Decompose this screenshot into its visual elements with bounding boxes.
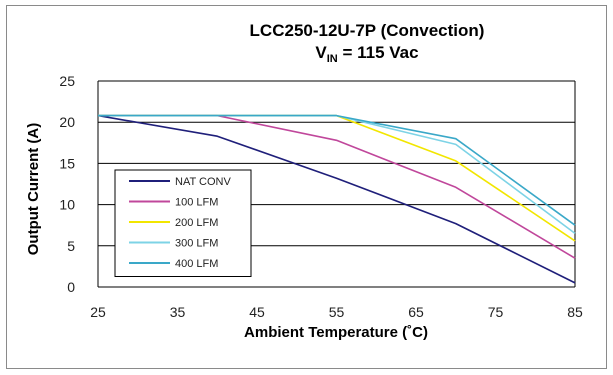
- y-tick-label: 5: [67, 238, 75, 254]
- subtitle-suffix: = 115 Vac: [338, 43, 419, 62]
- legend: NAT CONV 100 LFM 200 LFM 300 LFM 400 LFM: [114, 169, 252, 277]
- legend-label: 200 LFM: [175, 217, 218, 229]
- x-tick-label: 55: [329, 304, 345, 320]
- x-tick-label: 45: [249, 304, 265, 320]
- x-axis-label: Ambient Temperature (˚C): [244, 324, 428, 341]
- x-tick-label: 65: [408, 304, 424, 320]
- series-line-1: [97, 114, 576, 284]
- legend-box: [114, 169, 252, 277]
- y-tick-label: 0: [67, 279, 75, 295]
- x-tick-label: 25: [90, 304, 106, 320]
- y-tick-label: 20: [59, 114, 75, 130]
- y-axis-label: Output Current (A): [25, 123, 42, 255]
- subtitle-subscript: IN: [327, 53, 338, 65]
- x-tick-label: 35: [170, 304, 186, 320]
- tick-labels: 0 5 10 15 20 25 25 35 45 55 65 75 85: [59, 73, 583, 320]
- y-tick-label: 10: [59, 197, 75, 213]
- x-tick-label: 75: [488, 304, 504, 320]
- series-layer: [97, 114, 576, 284]
- legend-label: NAT CONV: [175, 176, 231, 188]
- chart-subtitle: VIN = 115 Vac: [315, 43, 418, 65]
- legend-label: 100 LFM: [175, 197, 218, 209]
- legend-label: 300 LFM: [175, 238, 218, 250]
- y-tick-label: 15: [59, 155, 75, 171]
- x-tick-label: 85: [567, 304, 583, 320]
- series-line-5: [98, 114, 576, 226]
- chart-title: LCC250-12U-7P (Convection): [250, 21, 485, 40]
- legend-label: 400 LFM: [175, 258, 218, 270]
- subtitle-prefix: V: [315, 43, 327, 62]
- y-tick-label: 25: [59, 73, 75, 89]
- chart-frame: [6, 5, 607, 369]
